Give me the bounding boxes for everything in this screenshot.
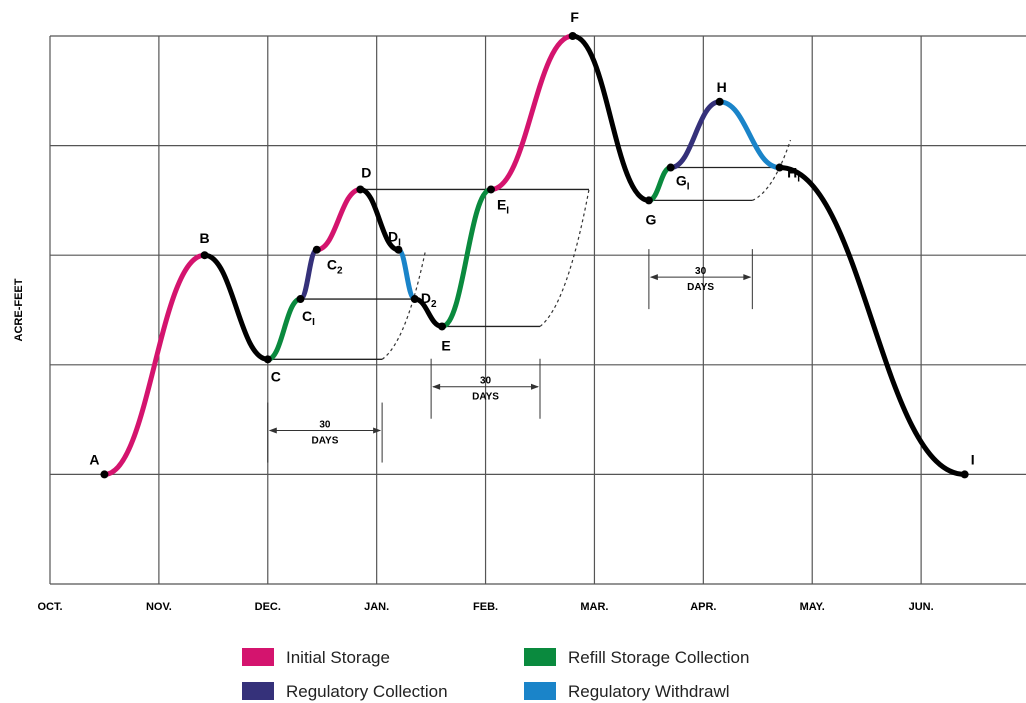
x-tick-label: FEB. [473,601,498,613]
legend-label: Regulatory Withdrawl [568,682,730,701]
point-label-sub: 2 [337,266,343,277]
interval-label-bottom: DAYS [472,392,499,403]
interval-label-bottom: DAYS [687,282,714,293]
curve-segment-refill_storage_collection [646,165,674,203]
x-tick-label: JUN. [909,601,934,613]
curve-point-B [200,251,209,260]
point-label-sub: I [687,182,690,193]
curve-point-G1 [666,163,675,172]
curve-segment-other [202,252,271,362]
legend-entry: Refill Storage Collection [524,648,749,667]
point-label-D1: DI [388,229,401,249]
curve-point-E [438,322,446,331]
arrowhead-left [268,427,277,434]
point-label-sub: I [797,174,800,185]
point-label-H1: HI [787,165,800,185]
interval-label-top: 30 [480,376,492,387]
curve-point-D [356,185,365,194]
curve-segment-refill_storage_collection [265,296,303,362]
legend-swatch [524,682,556,700]
legend-swatch [524,648,556,666]
arrowhead-left [649,274,658,281]
point-label-F: F [570,9,579,25]
reference-lines [267,166,780,360]
arrowhead-right [531,383,539,390]
interval-label-top: 30 [695,266,707,277]
point-label-A: A [89,451,99,467]
legend-swatch [242,682,274,700]
curve-point-H [715,97,724,106]
legend-entry: Initial Storage [242,648,390,667]
legend-swatch [242,648,274,666]
arrowhead-right [743,274,752,281]
point-label-I: I [971,451,975,467]
x-tick-labels: OCT. NOV. DEC. JAN. FEB. MAR. APR. MAY. JUN. [37,601,933,613]
x-tick-label: OCT. [37,601,62,613]
legend-entry: Regulatory Withdrawl [524,682,730,701]
x-tick-label: APR. [690,601,716,613]
curve-point-I [960,470,969,479]
point-label-E1: EI [497,196,509,216]
curve-segment-refill_storage_collection [439,186,494,329]
legend-label: Refill Storage Collection [568,648,749,667]
curve-segment-regulatory_collection [297,247,320,302]
point-label-sub: 2 [431,299,437,310]
point-label-G: G [645,211,656,227]
point-label-B: B [200,230,210,246]
curve-segment-other [570,33,652,203]
dashed-curve [381,249,427,360]
curve-point-E1 [487,185,495,194]
x-tick-label: NOV. [146,601,172,613]
curve-point-A [100,470,109,479]
curve-point-H1 [775,163,784,172]
curve-segment-initial_storage [488,33,576,192]
legend-label: Initial Storage [286,648,390,667]
dashed-curve [539,189,590,327]
point-label-sub: I [312,317,315,328]
x-tick-label: DEC. [255,601,281,613]
point-label-H: H [717,79,727,95]
y-axis-label: ACRE-FEET [13,278,25,341]
curve-segment-initial_storage [314,186,363,253]
interval-annotation: 30 DAYS [648,249,753,310]
dashed-curves [381,139,792,360]
curve-segment-regulatory_withdrawal [395,247,418,302]
curve-point-C2 [312,245,321,254]
curve-point-D1 [394,245,403,254]
point-label-E: E [441,337,450,353]
interval-label-top: 30 [319,420,331,431]
interval-annotation: 30 DAYS [430,358,541,419]
legend-label: Regulatory Collection [286,682,448,701]
arrowhead-left [432,383,441,390]
interval-annotations: 30 DAYS 30 DAYS 30 DAYS [267,249,753,463]
curve-point-C [263,355,272,364]
curve-segment-other [357,186,401,253]
interval-annotation: 30 DAYS [267,402,383,463]
chart-legend: Initial Storage Refill Storage Collection… [242,648,749,701]
curve-point-G [644,196,653,205]
arrowhead-right [373,427,382,434]
curve-point-C1 [296,295,305,304]
curve-segment-regulatory_withdrawal [717,99,783,171]
point-label-sub: I [398,238,401,249]
curve-segment-regulatory_collection [668,99,723,171]
point-label-C: C [271,368,281,384]
point-label-D: D [361,164,371,180]
curve-point-D2 [410,295,419,304]
point-label-sub: I [506,205,509,216]
point-label-G1: GI [676,173,690,193]
curve-segment-other [777,165,968,477]
x-tick-label: MAY. [800,601,825,613]
chart-grid [49,35,1026,585]
legend-entry: Regulatory Collection [242,682,448,701]
x-tick-label: JAN. [364,601,389,613]
point-label-C2: C2 [327,257,343,277]
x-tick-label: MAR. [580,601,608,613]
interval-label-bottom: DAYS [312,436,339,447]
curve-segment-initial_storage [101,252,208,477]
point-label-C1: CI [302,308,315,328]
curve-point-F [568,32,577,40]
